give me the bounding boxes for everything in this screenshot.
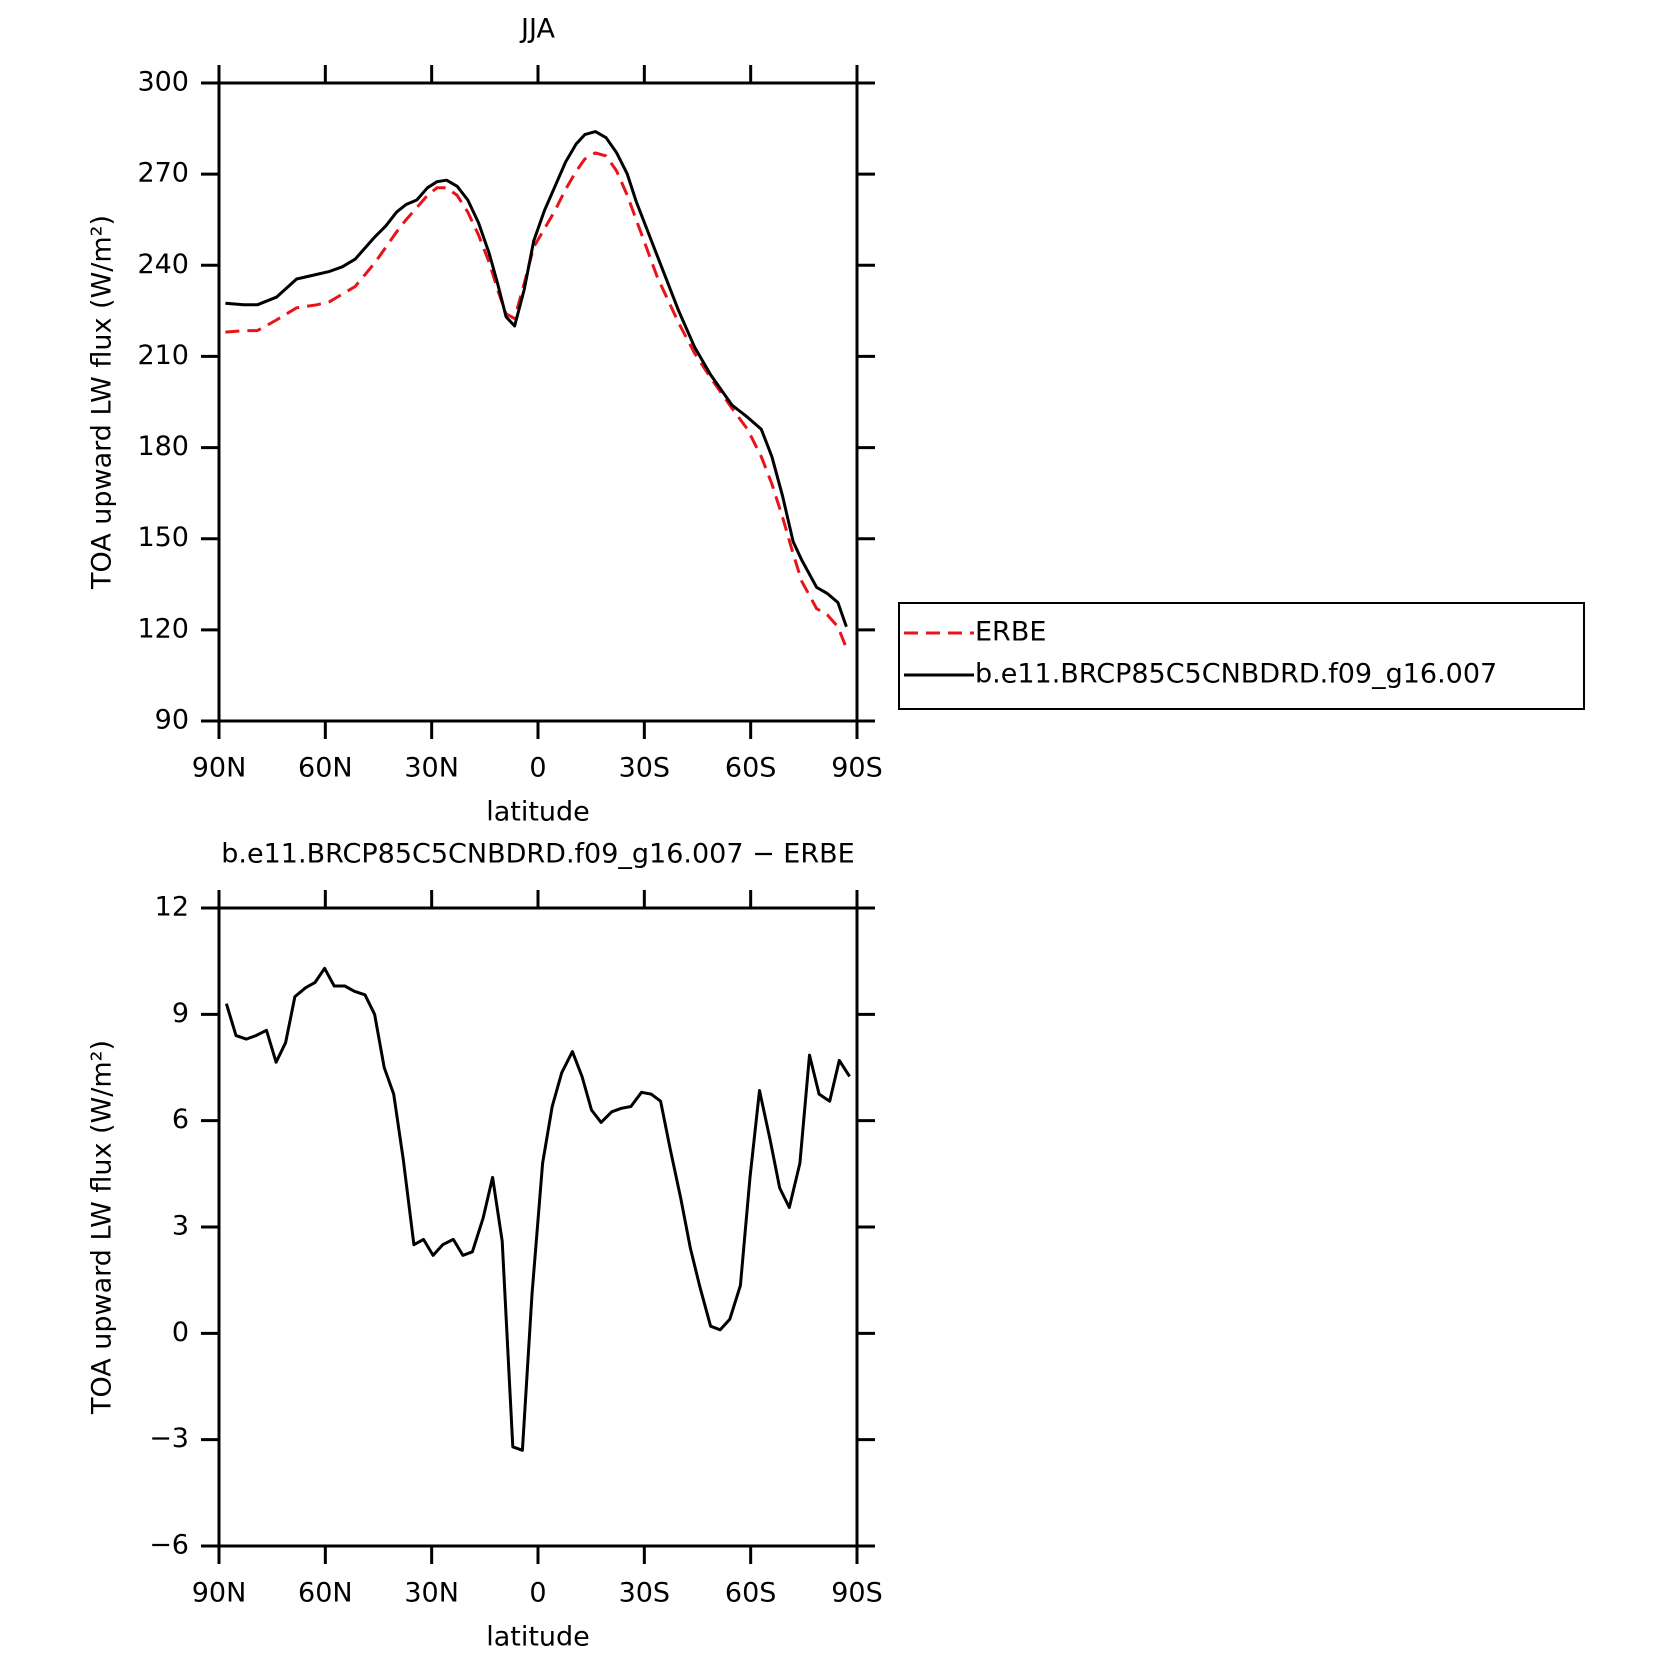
x-tick-label: 0 bbox=[529, 753, 546, 784]
x-axis-label: latitude bbox=[486, 797, 590, 828]
x-tick-label: 0 bbox=[529, 1578, 546, 1609]
x-tick-label: 30S bbox=[619, 1578, 671, 1609]
y-tick-label: 240 bbox=[137, 249, 189, 280]
y-tick-label: 3 bbox=[172, 1211, 189, 1242]
y-tick-label: 210 bbox=[137, 340, 189, 371]
x-tick-label: 90N bbox=[192, 753, 247, 784]
x-tick-label: 90N bbox=[192, 1578, 247, 1609]
x-axis-label: latitude bbox=[486, 1622, 590, 1653]
series-line bbox=[225, 151, 848, 649]
plot-frame bbox=[217, 906, 859, 1548]
series-line bbox=[224, 966, 851, 1452]
chart-title: JJA bbox=[519, 14, 555, 45]
chart-title: b.e11.BRCP85C5CNBDRD.f09_g16.007 − ERBE bbox=[221, 839, 854, 870]
y-tick-label: −6 bbox=[149, 1530, 189, 1561]
legend-box bbox=[898, 602, 1585, 710]
legend-label: ERBE bbox=[975, 617, 1046, 648]
legend-label: b.e11.BRCP85C5CNBDRD.f09_g16.007 bbox=[975, 659, 1497, 690]
y-tick-label: 120 bbox=[137, 613, 189, 644]
plot-frame bbox=[217, 81, 859, 723]
y-axis-label: TOA upward LW flux (W/m²) bbox=[87, 215, 118, 590]
y-tick-label: −3 bbox=[149, 1423, 189, 1454]
y-tick-label: 6 bbox=[172, 1104, 189, 1135]
legend: ERBE b.e11.BRCP85C5CNBDRD.f09_g16.007 bbox=[898, 602, 1585, 710]
x-tick-label: 60N bbox=[298, 1578, 353, 1609]
y-tick-label: 90 bbox=[155, 705, 189, 736]
y-tick-label: 270 bbox=[137, 158, 189, 189]
y-tick-label: 9 bbox=[172, 998, 189, 1029]
x-tick-label: 60S bbox=[725, 753, 777, 784]
x-tick-label: 30N bbox=[404, 1578, 459, 1609]
y-axis-label: TOA upward LW flux (W/m²) bbox=[87, 1040, 118, 1415]
y-tick-label: 300 bbox=[137, 67, 189, 98]
x-tick-label: 90S bbox=[831, 1578, 883, 1609]
y-tick-label: 150 bbox=[137, 522, 189, 553]
x-tick-label: 60S bbox=[725, 1578, 777, 1609]
y-tick-label: 12 bbox=[155, 892, 189, 923]
series-line bbox=[225, 130, 848, 628]
y-tick-label: 0 bbox=[172, 1317, 189, 1348]
x-tick-label: 30S bbox=[619, 753, 671, 784]
y-tick-label: 180 bbox=[137, 431, 189, 462]
x-tick-label: 60N bbox=[298, 753, 353, 784]
x-tick-label: 90S bbox=[831, 753, 883, 784]
x-tick-label: 30N bbox=[404, 753, 459, 784]
